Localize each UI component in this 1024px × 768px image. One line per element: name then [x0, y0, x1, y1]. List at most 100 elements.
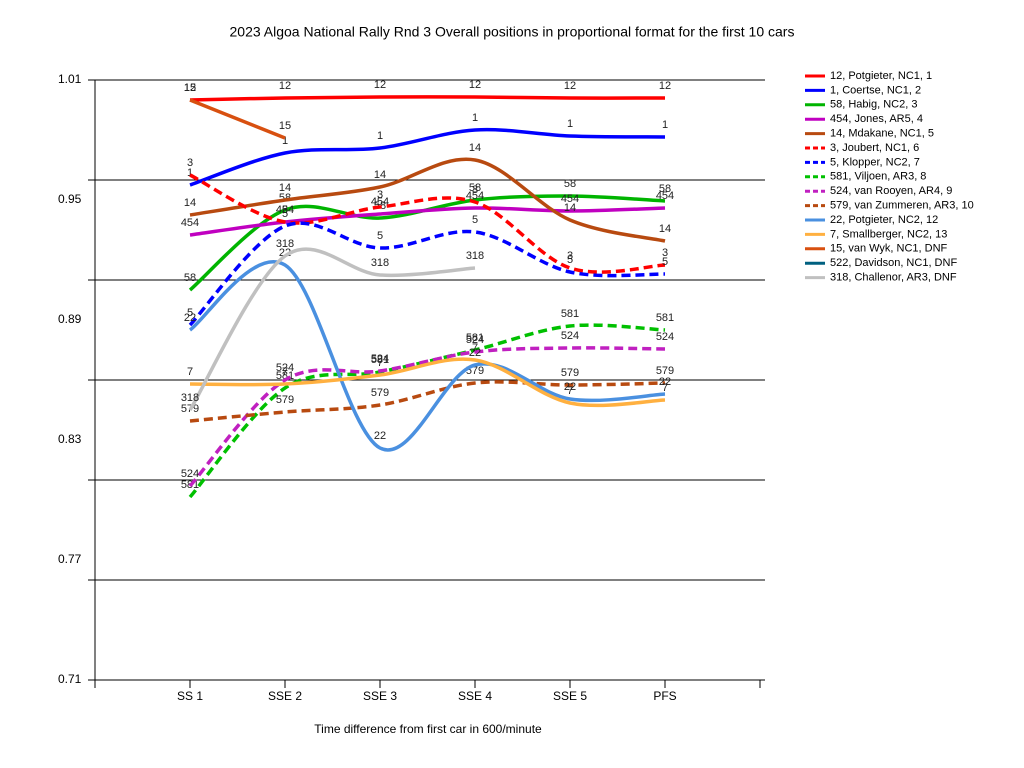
point-label: 579: [276, 394, 294, 406]
y-tick-label: 0.83: [58, 432, 82, 446]
point-label: 7: [187, 366, 193, 378]
point-label: 58: [469, 182, 481, 194]
point-label: 454: [371, 196, 389, 208]
legend-label: 12, Potgieter, NC1, 1: [830, 70, 932, 82]
series-line: [189, 173, 666, 274]
point-label: 5: [187, 307, 193, 319]
point-label: 524: [561, 330, 579, 342]
point-label: 524: [276, 362, 294, 374]
point-label: 524: [656, 331, 674, 343]
series-line: [189, 206, 666, 237]
series-line: [189, 98, 286, 140]
point-label: 524: [466, 334, 484, 346]
point-label: 3: [377, 189, 383, 201]
point-label: 7: [567, 385, 573, 397]
series-line: [189, 380, 666, 423]
point-label: 58: [659, 183, 671, 195]
y-tick-label: 0.71: [58, 672, 82, 686]
point-label: 14: [374, 169, 386, 181]
point-label: 15: [184, 82, 196, 94]
point-label: 524: [181, 468, 199, 480]
x-tick-label: SS 1: [177, 689, 203, 703]
x-tick-label: SSE 2: [268, 689, 302, 703]
point-label: 1: [472, 112, 478, 124]
point-label: 1: [282, 135, 288, 147]
legend-label: 454, Jones, AR5, 4: [830, 113, 923, 125]
point-label: 12: [184, 82, 196, 94]
legend-label: 522, Davidson, NC1, DNF: [830, 257, 957, 269]
legend-label: 22, Potgieter, NC2, 12: [830, 214, 938, 226]
x-axis-label: Time difference from first car in 600/mi…: [314, 722, 542, 736]
series-line: [188, 346, 666, 488]
point-label: 3: [472, 184, 478, 196]
point-label: 318: [371, 257, 389, 269]
point-label: 524: [371, 353, 389, 365]
point-label: 3: [567, 250, 573, 262]
point-label: 454: [181, 217, 199, 229]
y-tick-label: 1.01: [58, 72, 82, 86]
point-label: 454: [276, 204, 294, 216]
x-tick-label: PFS: [653, 689, 676, 703]
point-label: 7: [662, 382, 668, 394]
legend-label: 7, Smallberger, NC2, 13: [830, 228, 947, 240]
legend-label: 3, Joubert, NC1, 6: [830, 142, 919, 154]
legend-label: 318, Challenor, AR3, DNF: [830, 272, 957, 284]
point-label: 22: [374, 430, 386, 442]
x-tick-label: SSE 5: [553, 689, 587, 703]
series-line: [188, 323, 666, 499]
point-label: 5: [567, 254, 573, 266]
point-label: 5: [662, 256, 668, 268]
point-label: 581: [561, 308, 579, 320]
series-line: [189, 357, 666, 408]
series-line: [188, 221, 666, 327]
series-line: [188, 247, 476, 411]
point-label: 58: [564, 178, 576, 190]
point-label: 1: [377, 130, 383, 142]
y-tick-label: 0.77: [58, 552, 82, 566]
point-label: 14: [659, 223, 671, 235]
point-label: 3: [187, 157, 193, 169]
point-label: 5: [377, 230, 383, 242]
point-label: 14: [469, 142, 481, 154]
point-label: 22: [564, 381, 576, 393]
point-label: 15: [279, 120, 291, 132]
series-line: [189, 95, 666, 102]
legend-label: 1, Coertse, NC1, 2: [830, 84, 921, 96]
series-line: [189, 157, 666, 243]
point-label: 14: [564, 202, 576, 214]
point-label: 3: [282, 204, 288, 216]
point-label: 7: [472, 342, 478, 354]
point-label: 22: [184, 312, 196, 324]
point-label: 579: [561, 367, 579, 379]
point-label: 22: [469, 347, 481, 359]
point-label: 22: [659, 376, 671, 388]
legend-label: 15, van Wyk, NC1, DNF: [830, 243, 948, 255]
point-label: 318: [276, 238, 294, 250]
point-label: 581: [371, 354, 389, 366]
y-tick-label: 0.95: [58, 192, 82, 206]
point-label: 579: [656, 365, 674, 377]
point-label: 581: [466, 332, 484, 344]
point-label: 58: [184, 272, 196, 284]
legend-label: 14, Mdakane, NC1, 5: [830, 128, 934, 140]
legend-label: 5, Klopper, NC2, 7: [830, 156, 920, 168]
legend-label: 524, van Rooyen, AR4, 9: [830, 185, 952, 197]
point-label: 318: [466, 250, 484, 262]
point-label: 1: [567, 118, 573, 130]
point-label: 12: [659, 80, 671, 92]
x-tick-label: SSE 4: [458, 689, 492, 703]
x-tick-label: SSE 3: [363, 689, 397, 703]
series-line: [188, 260, 666, 452]
point-label: 581: [656, 312, 674, 324]
point-label: 579: [371, 387, 389, 399]
point-label: 5: [472, 214, 478, 226]
point-label: 7: [282, 366, 288, 378]
legend-label: 581, Viljoen, AR3, 8: [830, 171, 926, 183]
chart-title: 2023 Algoa National Rally Rnd 3 Overall …: [230, 24, 795, 40]
point-label: 7: [377, 357, 383, 369]
point-label: 5: [282, 208, 288, 220]
point-label: 318: [181, 392, 199, 404]
point-label: 3: [662, 247, 668, 259]
point-label: 454: [656, 190, 674, 202]
